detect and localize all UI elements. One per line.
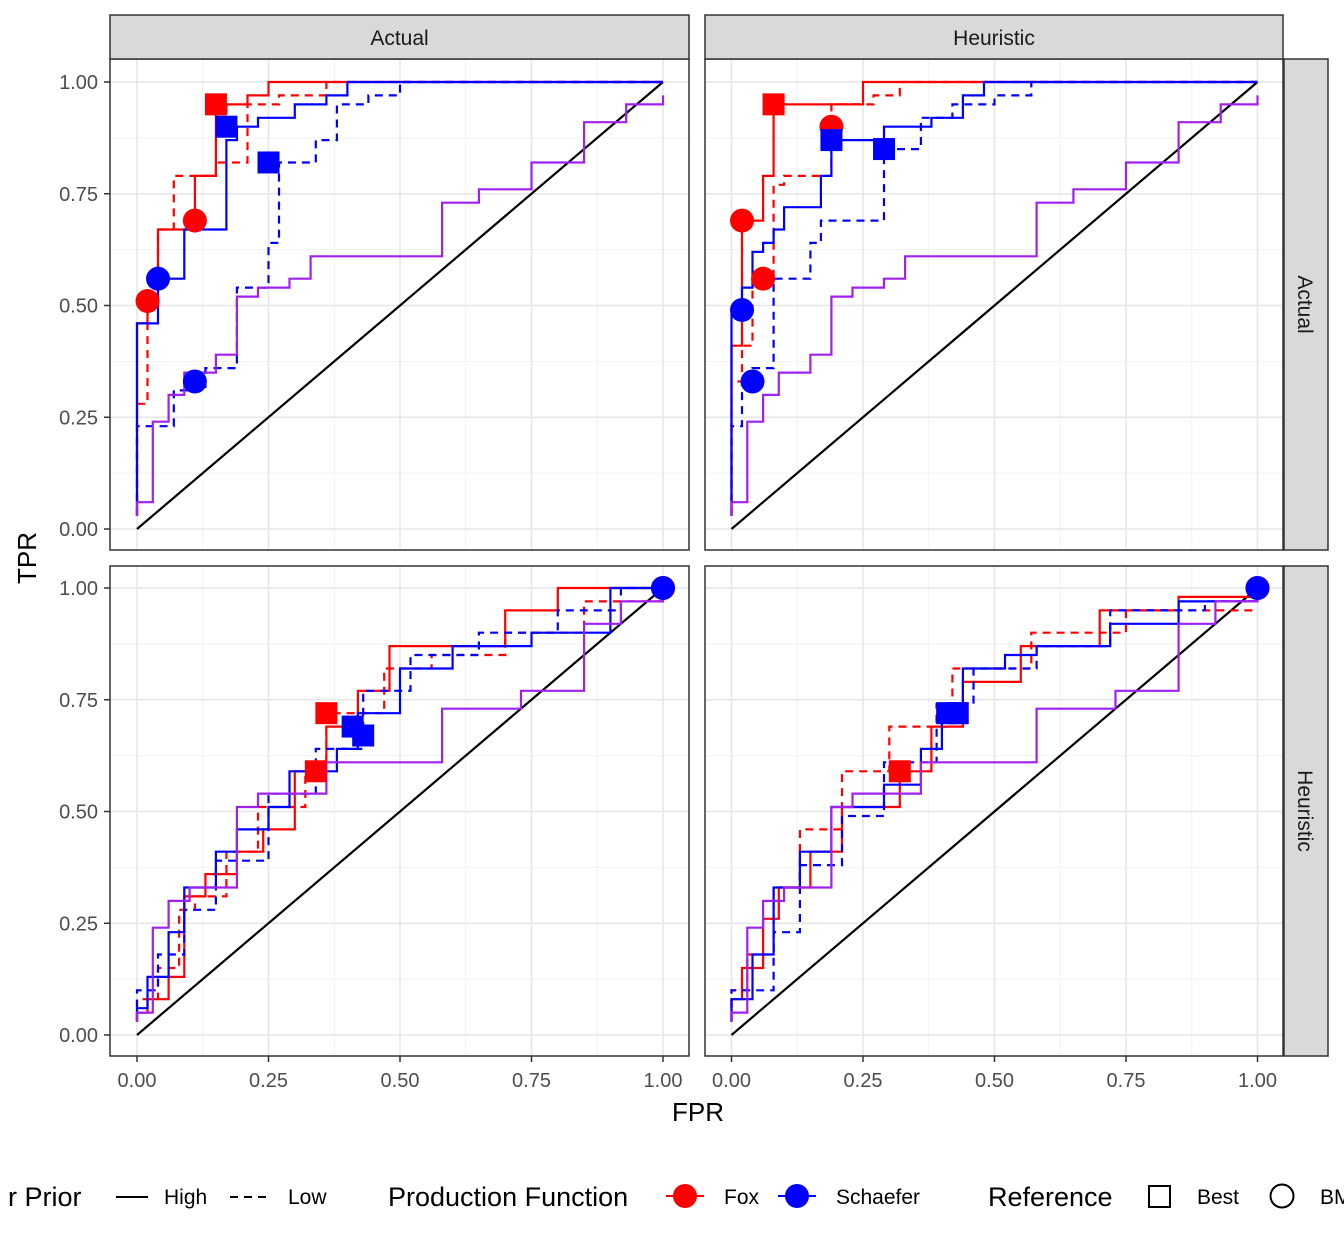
panel-heuristic-actual: [109, 565, 690, 1057]
axes-layer: 0.00 0.25 0.50 0.75 1.00 0.00 0.25 0.50 0.75 1.00…: [59, 72, 1277, 1092]
y-tick-label: 0.00: [59, 519, 98, 541]
y-tick-label: 0.50: [59, 802, 98, 824]
x-tick-label: 1.00: [644, 1070, 683, 1092]
strip-top-heuristic: Heuristic: [704, 14, 1284, 60]
panel-actual-heuristic: [704, 58, 1284, 551]
marker-schaefer-best: [215, 115, 238, 138]
strip-background: [1283, 58, 1329, 551]
legend-schaefer-circle: [785, 1184, 809, 1208]
marker-schaefer-best: [352, 724, 375, 747]
y-tick-label: 1.00: [59, 578, 98, 600]
legend-schaefer-label: Schaefer: [836, 1186, 920, 1209]
legend-prior-title: r Prior: [8, 1182, 82, 1212]
y-tick-label: 0.75: [59, 690, 98, 712]
x-tick-label: 0.00: [712, 1070, 751, 1092]
panel-heuristic-heuristic: [704, 565, 1284, 1057]
strip-right-heuristic: Heuristic: [1283, 565, 1329, 1057]
y-tick-label: 1.00: [59, 72, 98, 94]
series-schaefer-low: [135, 586, 663, 1022]
marker-fox-best: [762, 93, 785, 116]
marker-schaefer-bm: [740, 369, 765, 394]
marker-schaefer-bm: [730, 297, 755, 322]
x-tick-label: 1.00: [1238, 1070, 1277, 1092]
legend-pf-title: Production Function: [388, 1182, 628, 1212]
panel-actual-actual: [109, 58, 690, 551]
marker-schaefer-bm: [146, 266, 171, 291]
strip-right-label: Heuristic: [1293, 770, 1316, 852]
marker-fox-best: [315, 702, 338, 725]
legend-low-label: Low: [288, 1186, 327, 1209]
series-other-high: [730, 588, 1259, 1022]
diagonal-line: [730, 81, 1259, 530]
y-tick-label: 0.25: [59, 407, 98, 429]
strip-right-label: Actual: [1293, 275, 1316, 333]
series-schaefer-high: [730, 80, 1258, 516]
marker-fox-bm: [751, 266, 776, 291]
marker-fox-bm: [730, 208, 755, 233]
marker-schaefer-best: [946, 702, 969, 725]
marker-schaefer-best: [820, 129, 843, 152]
diagonal-line: [136, 587, 664, 1036]
strip-right-actual: Actual: [1283, 58, 1329, 551]
series-fox-high: [730, 80, 1258, 516]
y-tick-label: 0.25: [59, 913, 98, 935]
marker-fox-best: [304, 760, 327, 783]
marker-schaefer-bm: [182, 369, 207, 394]
strip-background: [109, 14, 690, 60]
marker-fox-best: [888, 760, 911, 783]
y-tick-label: 0.50: [59, 296, 98, 318]
marker-fox-best: [204, 93, 227, 116]
series-schaefer-low: [730, 80, 1258, 516]
series-other-high: [135, 95, 665, 516]
series-other-high: [730, 95, 1259, 516]
diagonal-line: [730, 587, 1259, 1036]
x-tick-label: 0.75: [1107, 1070, 1146, 1092]
panels-layer: [109, 58, 1284, 1057]
marker-schaefer-best: [257, 151, 280, 174]
x-tick-label: 0.75: [512, 1070, 551, 1092]
series-fox-low: [730, 80, 1258, 516]
legend-ref-title: Reference: [988, 1182, 1113, 1212]
legend-fox-circle: [673, 1184, 697, 1208]
strip-background: [1283, 565, 1329, 1057]
marker-schaefer-bm: [1245, 576, 1270, 600]
y-axis-title: TPR: [12, 532, 42, 584]
series-fox-low: [135, 600, 663, 1022]
series-fox-low: [730, 609, 1258, 1022]
legend-best-square: [1148, 1185, 1171, 1208]
strip-top-actual: Actual: [109, 14, 690, 60]
series-other-high: [135, 588, 665, 1022]
x-tick-label: 0.50: [975, 1070, 1014, 1092]
strip-background: [704, 14, 1284, 60]
diagonal-line: [136, 81, 664, 530]
strip-top-label: Heuristic: [953, 27, 1035, 50]
legend-fox-label: Fox: [724, 1186, 760, 1209]
strips-layer: Actual Heuristic Actual Heuristic: [109, 14, 1329, 1057]
x-axis-title: FPR: [672, 1097, 724, 1127]
marker-fox-bm: [182, 208, 207, 233]
x-tick-label: 0.25: [844, 1070, 883, 1092]
strip-top-label: Actual: [370, 27, 428, 50]
y-tick-label: 0.75: [59, 184, 98, 206]
marker-fox-bm: [135, 289, 160, 314]
x-tick-label: 0.50: [381, 1070, 420, 1092]
legend: r Prior High Low Production Function Fox…: [8, 1182, 1344, 1212]
series-fox-low: [135, 80, 663, 516]
legend-best-label: Best: [1197, 1186, 1239, 1209]
marker-schaefer-best: [873, 138, 896, 161]
y-tick-label: 0.00: [59, 1025, 98, 1047]
legend-bm-circle: [1269, 1183, 1295, 1209]
marker-schaefer-bm: [651, 576, 675, 600]
x-tick-label: 0.25: [249, 1070, 288, 1092]
legend-high-label: High: [164, 1186, 207, 1209]
legend-bm-label: BM: [1320, 1186, 1344, 1209]
x-tick-label: 0.00: [118, 1070, 157, 1092]
